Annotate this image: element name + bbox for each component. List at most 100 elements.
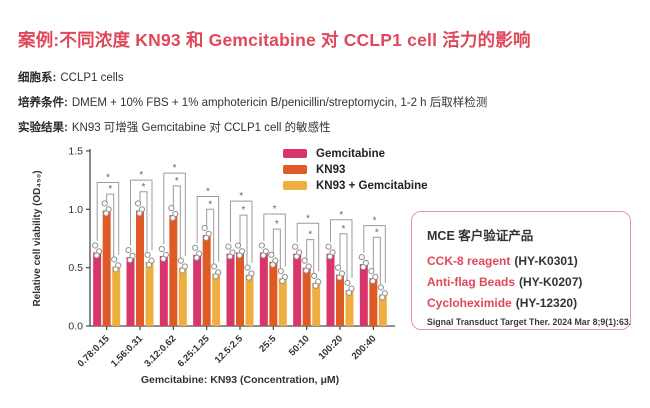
product-code: (HY-K0301) <box>514 254 578 268</box>
svg-text:*: * <box>306 213 310 224</box>
info-label: 培养条件: <box>18 97 68 109</box>
bar-gemcitabine <box>326 253 335 326</box>
bar-gemcitabine <box>126 257 135 326</box>
page-title: 案例:不同浓度 KN93 和 Gemcitabine 对 CCLP1 cell … <box>18 30 531 50</box>
svg-text:0.5: 0.5 <box>68 262 83 274</box>
legend-item: Gemcitabine <box>283 147 428 160</box>
bars <box>93 210 387 326</box>
svg-text:*: * <box>342 224 346 235</box>
product-item: Cycloheximide (HY-12320) <box>427 296 615 310</box>
validated-products-panel: MCE 客户验证产品 CCK-8 reagent (HY-K0301) Anti-… <box>411 211 631 330</box>
svg-text:*: * <box>239 191 243 202</box>
svg-text:0.0: 0.0 <box>68 321 83 333</box>
svg-text:*: * <box>106 172 110 183</box>
svg-text:*: * <box>206 186 210 197</box>
panel-title: MCE 客户验证产品 <box>427 229 534 243</box>
x-axis-ticks: 0.78:0.151.56:0.313.12:0.626.25:1.25 12.5… <box>76 326 379 370</box>
product-code: (HY-12320) <box>515 296 578 310</box>
significance-brackets: ********** ******** <box>96 163 386 289</box>
bar-kn93-gemcitabine <box>145 261 154 326</box>
bar-kn93-gemcitabine <box>245 274 254 326</box>
product-name: CCK-8 reagent <box>427 254 511 268</box>
bar-gemcitabine <box>293 253 302 326</box>
svg-text:6.25:1.25: 6.25:1.25 <box>176 333 213 370</box>
legend-item: KN93 + Gemcitabine <box>283 179 428 192</box>
bar-gemcitabine <box>226 253 235 326</box>
bar-kn93-gemcitabine <box>212 273 221 326</box>
bar-kn93-gemcitabine <box>345 289 354 326</box>
svg-text:25:5: 25:5 <box>257 333 279 355</box>
bar-kn93-gemcitabine <box>278 278 287 326</box>
bar-kn93-gemcitabine <box>378 294 387 326</box>
svg-text:12.5:2.5: 12.5:2.5 <box>213 333 246 366</box>
svg-text:*: * <box>339 210 343 221</box>
product-name: Cycloheximide <box>427 296 512 310</box>
svg-text:1.5: 1.5 <box>68 145 83 157</box>
legend-swatch-icon <box>283 165 307 174</box>
bar-kn93 <box>302 267 311 326</box>
svg-text:3.12:0.62: 3.12:0.62 <box>142 333 178 369</box>
bar-kn93 <box>236 252 244 326</box>
bar-kn93 <box>336 274 344 326</box>
svg-text:*: * <box>139 170 143 181</box>
svg-text:0.78:0.15: 0.78:0.15 <box>76 333 113 370</box>
legend-swatch-icon <box>283 149 307 158</box>
svg-text:*: * <box>175 176 179 187</box>
y-axis-ticks: 0.0 0.5 1.0 1.5 <box>68 145 90 333</box>
info-line-results: 实验结果: KN93 可增强 Gemcitabine 对 CCLP1 cell 的… <box>18 119 487 144</box>
y-axis-label: Relative cell viability (OD₄₅₀) <box>32 170 43 306</box>
info-text: KN93 可增强 Gemcitabine 对 CCLP1 cell 的敏感性 <box>71 122 331 134</box>
svg-text:*: * <box>308 230 312 241</box>
svg-text:*: * <box>108 184 112 195</box>
bar-kn93 <box>202 234 211 326</box>
legend-label: Gemcitabine <box>316 147 386 160</box>
data-points <box>92 200 388 301</box>
chart-legend: Gemcitabine KN93 KN93 + Gemcitabine <box>283 147 428 192</box>
svg-text:*: * <box>242 205 246 216</box>
svg-text:1.56:0.31: 1.56:0.31 <box>109 333 146 370</box>
info-label: 实验结果: <box>18 122 68 134</box>
info-line-culture-conditions: 培养条件: DMEM + 10% FBS + 1% amphotericin B/… <box>18 94 487 119</box>
bar-kn93 <box>269 261 278 326</box>
legend-label: KN93 <box>316 163 346 176</box>
bar-gemcitabine <box>159 255 168 326</box>
info-line-cell-line: 细胞系: CCLP1 cells <box>18 69 487 94</box>
bar-gemcitabine <box>359 264 368 326</box>
bar-kn93 <box>369 278 378 326</box>
svg-text:200:40: 200:40 <box>350 333 379 362</box>
bar-gemcitabine <box>93 252 102 326</box>
bar-kn93 <box>102 210 111 326</box>
bar-chart-svg: 0.00.51.01.5********** ********0.78:0.151… <box>32 145 395 386</box>
svg-text:*: * <box>173 163 177 174</box>
bar-gemcitabine <box>193 254 202 326</box>
info-text: CCLP1 cells <box>60 72 124 84</box>
product-item: Anti-flag Beads (HY-K0207) <box>427 275 615 289</box>
product-name: Anti-flag Beads <box>427 275 516 289</box>
info-block: 细胞系: CCLP1 cells 培养条件: DMEM + 10% FBS + 1%… <box>18 69 487 144</box>
info-text: DMEM + 10% FBS + 1% amphotericin B/penic… <box>71 97 488 109</box>
svg-text:*: * <box>275 219 279 230</box>
bar-kn93-gemcitabine <box>178 267 187 326</box>
product-item: CCK-8 reagent (HY-K0301) <box>427 254 615 268</box>
svg-text:*: * <box>373 216 377 227</box>
svg-text:*: * <box>208 199 212 210</box>
legend-label: KN93 + Gemcitabine <box>316 179 428 192</box>
bar-kn93-gemcitabine <box>112 266 121 326</box>
bar-kn93-gemcitabine <box>312 282 321 326</box>
legend-item: KN93 <box>283 163 428 176</box>
svg-text:1.0: 1.0 <box>68 204 83 216</box>
svg-text:*: * <box>142 182 146 193</box>
product-code: (HY-K0207) <box>519 275 583 289</box>
bar-kn93 <box>136 210 144 326</box>
svg-text:*: * <box>273 204 277 215</box>
info-label: 细胞系: <box>18 72 57 84</box>
x-axis-label: Gemcitabine: KN93 (Concentration, μM) <box>141 374 339 386</box>
svg-text:100:20: 100:20 <box>316 333 345 362</box>
bar-gemcitabine <box>259 252 268 326</box>
svg-text:*: * <box>375 227 379 238</box>
bar-chart: 0.0 0.5 1.0 1.5 * * * * * * * * * * * * * * * * * * 0.78:0.15 1… <box>26 140 408 402</box>
citation: Signal Transduct Target Ther. 2024 Mar 8… <box>427 317 632 327</box>
svg-text:50:10: 50:10 <box>287 333 312 358</box>
bar-kn93 <box>169 215 178 326</box>
